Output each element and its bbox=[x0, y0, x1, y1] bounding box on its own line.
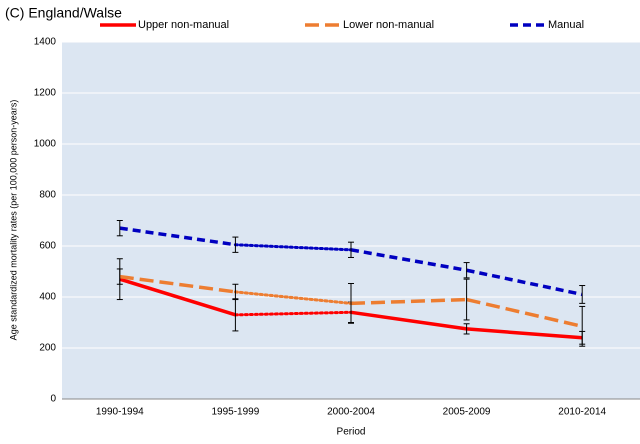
series-line bbox=[119, 226, 236, 247]
y-tick-label: 200 bbox=[39, 343, 56, 354]
y-axis-label: Age standardized mortality rates (per 10… bbox=[8, 100, 18, 341]
y-tick-label: 600 bbox=[39, 241, 56, 252]
y-tick-label: 1200 bbox=[34, 88, 57, 99]
y-tick-label: 400 bbox=[39, 292, 56, 303]
y-tick-label: 0 bbox=[50, 394, 56, 405]
x-axis-label: Period bbox=[337, 427, 366, 438]
series-line bbox=[350, 310, 467, 331]
legend-label: Upper non-manual bbox=[138, 19, 229, 31]
x-tick-label: 2000-2004 bbox=[327, 407, 375, 418]
x-tick-label: 2010-2014 bbox=[558, 407, 606, 418]
series-line bbox=[119, 277, 236, 317]
series-line bbox=[233, 290, 353, 305]
series-line bbox=[466, 268, 583, 297]
y-tick-label: 800 bbox=[39, 190, 56, 201]
x-tick-label: 2005-2009 bbox=[443, 407, 491, 418]
series-line bbox=[350, 248, 467, 272]
plot-area bbox=[62, 42, 640, 399]
legend-label: Lower non-manual bbox=[343, 19, 434, 31]
series-line bbox=[466, 327, 583, 340]
chart-title: (C) England/Walse bbox=[5, 5, 122, 21]
legend-label: Manual bbox=[548, 19, 584, 31]
x-tick-label: 1990-1994 bbox=[96, 407, 144, 418]
series-line bbox=[233, 243, 353, 252]
x-tick-label: 1995-1999 bbox=[211, 407, 259, 418]
series-line bbox=[233, 310, 353, 317]
y-tick-label: 1400 bbox=[34, 37, 57, 48]
y-tick-label: 1000 bbox=[34, 139, 57, 150]
